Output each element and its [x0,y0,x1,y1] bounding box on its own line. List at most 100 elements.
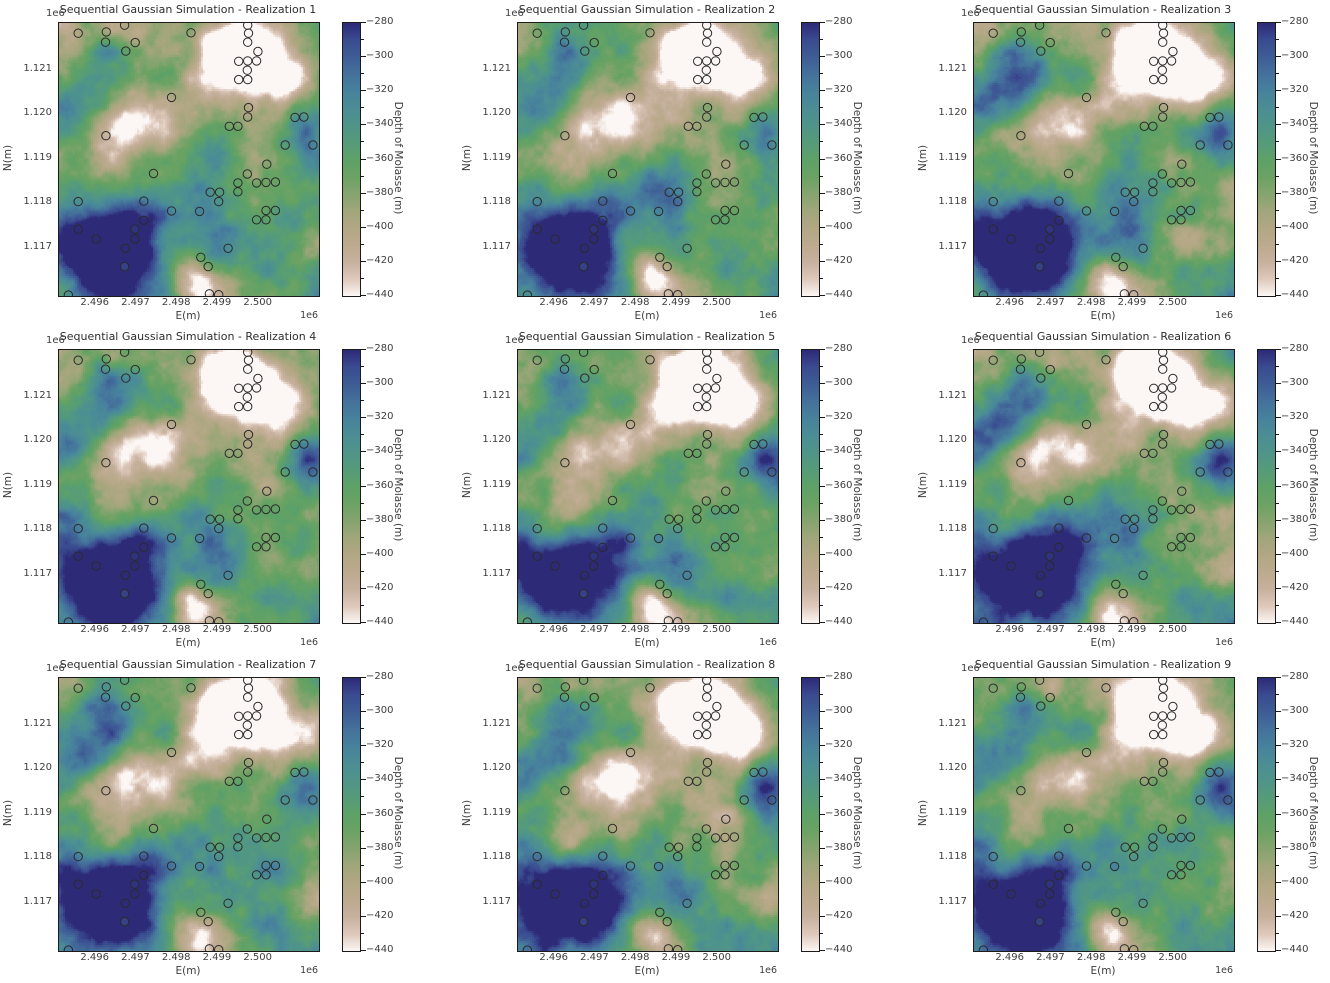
well-marker [251,178,262,188]
simulation-panel: Sequential Gaussian Simulation - Realiza… [0,0,418,327]
colorbar-tick-label: −300 [825,705,853,717]
well-marker [242,496,253,506]
well-marker [251,215,262,225]
colorbar-axis-label: Depth of Molasse (m) [392,756,404,870]
well-marker [290,767,300,778]
panel-title: Sequential Gaussian Simulation - Realiza… [974,3,1232,16]
well-marker [532,28,542,38]
x-tick-label: 2.500 [1158,297,1187,308]
well-marker [560,354,570,364]
x-tick-label: 2.498 [620,297,650,308]
y-tick-label: 1.118 [482,851,511,863]
heatmap-area [58,677,320,952]
x-axis-label: E(m) [634,637,660,649]
well-marker [1149,729,1159,740]
colorbar-tick-label: −420 [1281,581,1309,593]
well-marker [214,196,224,207]
well-marker [1120,842,1130,852]
well-marker [729,504,740,514]
well-marker [701,824,712,834]
colorbar-tick [361,417,366,419]
well-marker [1045,889,1055,899]
well-marker [1185,177,1196,187]
y-axis-offset-label: 1e6 [46,335,65,346]
well-marker [205,514,215,524]
well-marker [729,860,740,871]
well-marker [1157,720,1168,730]
y-tick-label: 1.117 [938,567,967,579]
heatmap-area [58,349,320,624]
colorbar-tick [820,260,825,262]
well-marker [729,177,740,187]
well-marker [1034,350,1045,357]
colorbar-tick [820,124,825,126]
colorbar-tick [361,56,366,58]
well-marker [988,196,998,207]
well-marker [299,439,309,449]
x-axis-label: E(m) [1090,965,1116,977]
colorbar-tick-label: −380 [825,186,853,198]
well-marker [598,870,608,881]
colorbar-tick [1276,451,1281,453]
colorbar-tick [1276,950,1281,951]
well-marker [261,860,271,871]
well-marker [693,401,703,412]
well-marker [739,467,749,477]
x-tick-label: 2.496 [995,624,1024,635]
well-marker [139,215,149,226]
well-marker [214,842,225,852]
well-marker [243,383,253,393]
y-axis-label: N(m) [2,144,14,172]
well-marker [290,112,300,123]
well-marker [702,429,713,440]
colorbar-tick-label: −340 [1281,773,1309,785]
well-marker [139,523,149,533]
well-marker [1111,252,1121,263]
y-axis-label: N(m) [2,471,14,499]
well-marker [579,898,590,909]
colorbar-tick [820,451,825,453]
well-marker [720,215,730,225]
well-markers-overlay [63,23,318,296]
colorbar-tick [820,796,823,798]
well-marker [1081,861,1092,871]
well-marker [559,692,570,702]
well-marker [653,533,664,544]
y-axis-label: N(m) [461,471,473,499]
well-marker [580,373,590,383]
y-tick-label: 1.118 [482,523,511,535]
y-tick-label: 1.119 [938,806,967,818]
colorbar-tick-label: −340 [1281,118,1309,130]
well-marker [1129,514,1140,524]
colorbar-tick [820,349,825,350]
well-marker [702,383,712,393]
well-marker [233,448,243,459]
y-axis-offset-label: 1e6 [505,335,524,346]
x-tick-label: 2.500 [243,952,272,963]
heatmap-area [973,22,1235,297]
well-marker [251,383,262,393]
well-marker [729,532,740,543]
well-marker [645,683,655,693]
well-marker [988,28,998,38]
well-marker [692,776,702,787]
well-marker [682,898,692,909]
well-marker [1111,907,1121,918]
colorbar-tick [1276,677,1281,678]
well-marker [702,112,712,122]
colorbar-tick [361,502,364,504]
well-marker [710,215,721,225]
well-marker [1054,215,1064,226]
colorbar-tick [1276,502,1279,504]
well-marker [234,401,244,412]
well-marker [1185,205,1196,216]
well-marker [1054,196,1064,206]
well-marker [130,889,140,899]
well-marker [655,579,665,590]
well-marker [1045,364,1055,375]
well-marker [645,355,655,365]
well-marker [1063,495,1074,506]
well-marker [1166,505,1177,515]
colorbar-tick [820,677,825,678]
colorbar-tick-label: −300 [1281,50,1309,62]
